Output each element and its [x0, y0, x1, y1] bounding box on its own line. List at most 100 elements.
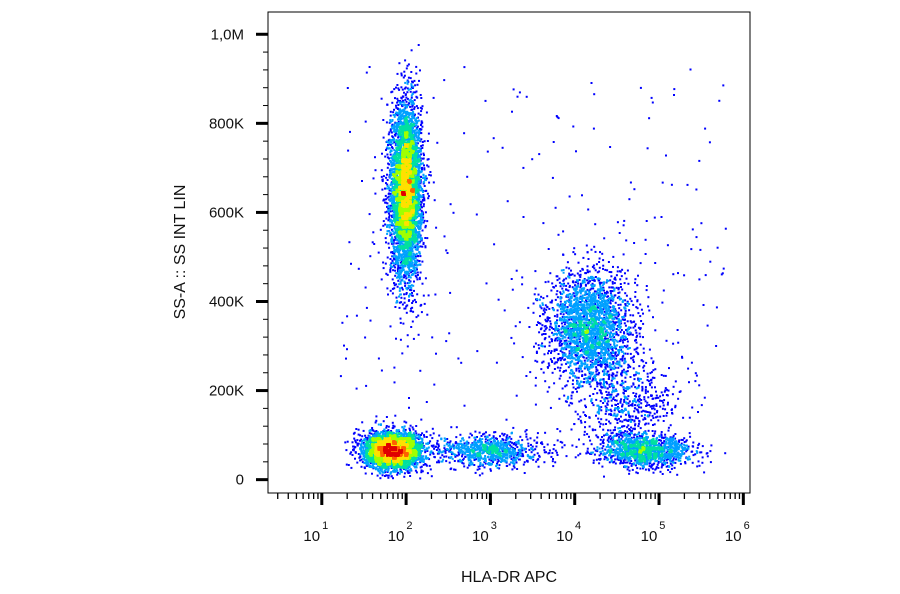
data-point — [552, 328, 555, 330]
data-point — [462, 450, 465, 453]
data-point — [588, 306, 591, 309]
data-point — [612, 362, 615, 365]
data-point — [635, 306, 638, 309]
data-point — [590, 287, 593, 290]
data-point — [492, 461, 494, 464]
data-point — [450, 467, 453, 470]
data-point — [414, 244, 417, 247]
data-point — [571, 280, 574, 283]
data-point — [602, 378, 605, 381]
data-point — [411, 92, 414, 95]
data-point — [597, 289, 600, 291]
data-point — [611, 349, 614, 352]
data-point — [391, 251, 394, 253]
data-point — [461, 461, 464, 464]
data-point — [406, 82, 409, 85]
data-point — [364, 436, 367, 439]
data-point — [563, 444, 566, 447]
data-point — [614, 301, 617, 304]
data-point — [587, 277, 590, 280]
data-point — [567, 289, 570, 292]
data-point — [548, 335, 551, 338]
data-point — [603, 398, 606, 401]
data-point — [586, 315, 589, 318]
data-point — [394, 249, 397, 252]
data-point — [477, 448, 480, 451]
data-point — [404, 94, 407, 97]
data-point — [395, 242, 398, 245]
data-point — [601, 352, 604, 355]
data-point — [635, 387, 638, 390]
data-point — [675, 458, 677, 461]
data-point — [495, 464, 498, 466]
data-point — [415, 471, 418, 474]
data-point — [488, 439, 491, 442]
data-point — [415, 95, 418, 98]
data-point — [392, 127, 395, 130]
data-point — [606, 280, 609, 283]
data-point — [576, 344, 579, 347]
data-point — [572, 330, 575, 333]
data-point — [655, 403, 658, 406]
data-point — [594, 337, 597, 340]
data-point — [425, 442, 428, 445]
data-point — [538, 454, 541, 457]
data-point — [390, 238, 393, 241]
data-point — [416, 231, 419, 234]
data-point — [660, 399, 663, 402]
data-point — [599, 451, 602, 454]
data-point — [556, 279, 559, 282]
data-point — [606, 459, 609, 461]
data-point — [614, 351, 617, 354]
data-point — [559, 296, 562, 298]
data-point — [622, 253, 625, 256]
data-point — [589, 452, 591, 455]
data-point — [536, 298, 538, 301]
data-point — [389, 129, 392, 132]
data-point — [600, 363, 603, 366]
data-point — [465, 444, 468, 447]
data-point — [449, 451, 452, 453]
data-point — [647, 305, 650, 308]
data-point — [523, 472, 526, 474]
data-point — [612, 296, 615, 299]
data-point — [599, 361, 602, 364]
data-point — [429, 440, 432, 443]
data-point — [458, 458, 461, 461]
data-point — [619, 270, 622, 273]
data-point — [380, 278, 383, 281]
data-point — [386, 225, 388, 228]
data-point — [604, 268, 607, 271]
data-point — [586, 251, 589, 254]
data-point — [601, 465, 604, 468]
data-point — [680, 442, 683, 445]
data-point — [613, 287, 616, 290]
data-point — [422, 157, 425, 160]
data-point — [628, 347, 631, 349]
data-point — [397, 429, 400, 432]
data-point — [640, 308, 643, 311]
data-point — [397, 87, 400, 90]
data-point — [635, 371, 638, 374]
data-point — [511, 288, 514, 291]
data-point — [399, 293, 402, 296]
data-point — [424, 237, 427, 239]
data-point — [617, 427, 620, 430]
data-point — [391, 147, 394, 150]
data-point — [528, 326, 531, 328]
data-point — [409, 105, 412, 108]
data-point — [511, 110, 513, 113]
data-point — [369, 429, 372, 432]
data-point — [384, 187, 386, 190]
data-point — [573, 349, 576, 352]
data-point — [639, 315, 642, 318]
data-point — [599, 443, 602, 446]
data-point — [572, 292, 575, 295]
data-point — [424, 463, 427, 465]
data-point — [415, 466, 418, 469]
data-point — [420, 465, 423, 468]
data-point — [605, 381, 608, 383]
data-point — [691, 406, 694, 409]
data-point — [574, 410, 577, 413]
data-point — [503, 459, 506, 462]
